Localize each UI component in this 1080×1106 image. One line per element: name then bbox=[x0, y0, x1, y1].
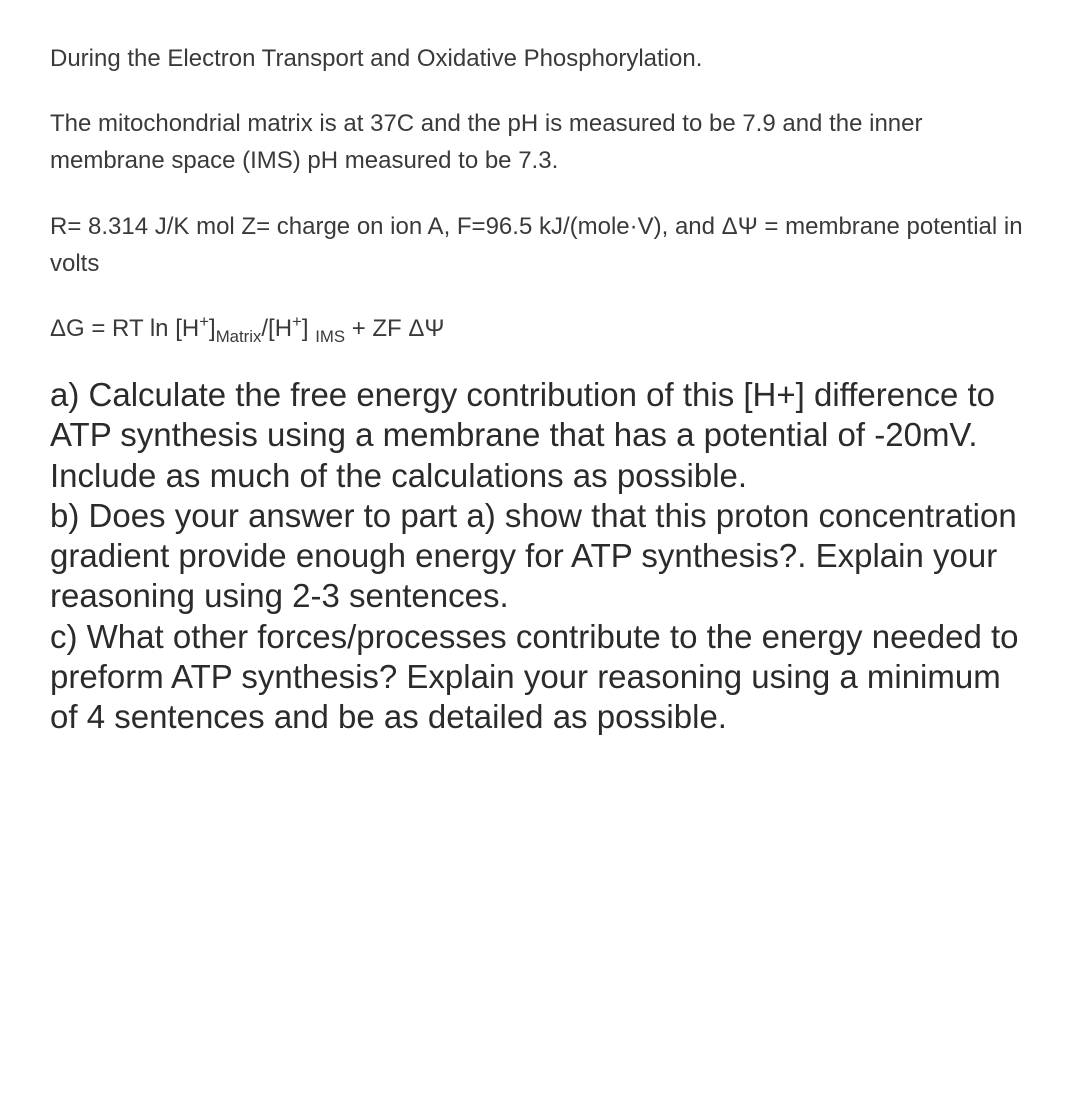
eq-part-a: ΔG = RT ln [H bbox=[50, 315, 199, 342]
equation-line: ΔG = RT ln [H+]Matrix/[H+] IMS + ZF ΔΨ bbox=[50, 310, 1030, 347]
question-b: b) Does your answer to part a) show that… bbox=[50, 496, 1030, 617]
eq-part-e: + ZF Δ bbox=[345, 315, 424, 342]
constants-text-a: R= 8.314 J/K mol Z= charge on ion A, F=9… bbox=[50, 213, 738, 240]
eq-sup-1: + bbox=[199, 312, 209, 331]
intro-line-2: The mitochondrial matrix is at 37C and t… bbox=[50, 105, 1030, 179]
eq-sup-2: + bbox=[292, 312, 302, 331]
eq-sub-ims: IMS bbox=[315, 327, 345, 346]
question-a: a) Calculate the free energy contributio… bbox=[50, 375, 1030, 496]
question-c: c) What other forces/processes contribut… bbox=[50, 617, 1030, 738]
questions: a) Calculate the free energy contributio… bbox=[50, 375, 1030, 737]
eq-psi: Ψ bbox=[424, 315, 444, 342]
psi-symbol: Ψ bbox=[738, 213, 758, 240]
eq-part-b: ] bbox=[209, 315, 216, 342]
intro-line-1: During the Electron Transport and Oxidat… bbox=[50, 40, 1030, 77]
eq-sub-matrix: Matrix bbox=[216, 327, 262, 346]
eq-part-c: /[H bbox=[261, 315, 292, 342]
eq-part-d: ] bbox=[302, 315, 315, 342]
intro-line-3: R= 8.314 J/K mol Z= charge on ion A, F=9… bbox=[50, 208, 1030, 282]
problem-statement: During the Electron Transport and Oxidat… bbox=[50, 40, 1030, 347]
